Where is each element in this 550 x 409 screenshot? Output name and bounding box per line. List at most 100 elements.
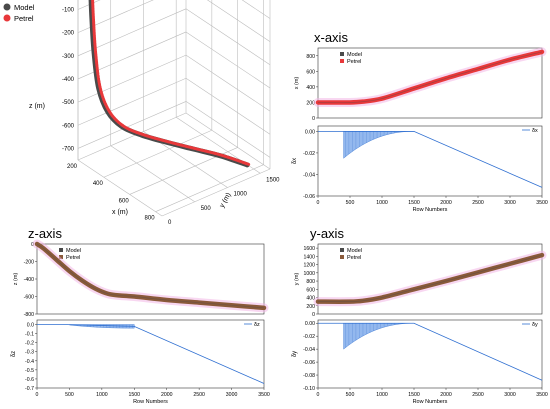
grid-line [77, 159, 163, 217]
model-trajectory [88, 0, 250, 168]
grid-line [185, 101, 271, 158]
x-tick-label: 2000 [440, 392, 452, 398]
x-tick-label: 3500 [536, 392, 548, 398]
plot-3d-trajectory [88, 0, 251, 168]
x-tick-label: 0 [317, 392, 320, 398]
error-plot-frame [36, 319, 265, 389]
model-line [317, 254, 543, 303]
z-tick-label: -300 [62, 54, 75, 60]
err-y-tick-label: 0.00 [305, 321, 315, 327]
x-tick-label: 200 [67, 164, 78, 170]
x-tick-label: 2500 [472, 392, 484, 398]
err-legend-label: δx [532, 128, 538, 134]
y-axis-label: x (m) [294, 77, 300, 90]
plot-3d-ylabel: y (m) [219, 192, 233, 209]
z-tick-label: -200 [62, 31, 75, 37]
grid-line [77, 77, 187, 126]
err-line [37, 324, 265, 384]
err-y-tick-label: -0.04 [303, 347, 315, 353]
legend-petrel-marker [340, 59, 344, 63]
grid-line [77, 54, 187, 103]
err-band [343, 323, 415, 350]
legend-petrel-label: Petrel [347, 59, 361, 65]
model-line [317, 51, 543, 103]
x-tick-label: 1000 [96, 392, 108, 398]
grid-line [77, 101, 187, 149]
plot-3d-xlabel: x (m) [112, 209, 128, 216]
top-plot-frame [317, 243, 543, 315]
legend-petrel-marker [3, 14, 11, 22]
y-tick-label: 400 [306, 85, 315, 91]
x-axis-label: Row Numbers [413, 399, 448, 405]
plot-3d-ticks: 0 -100 -200 -300 -400 -500 -600 -700 200 400 600 80… [62, 7, 280, 226]
grid-line [185, 112, 271, 170]
z-tick-label: -400 [62, 77, 75, 83]
x-tick-label: 500 [65, 392, 74, 398]
y-tick-label: 500 [201, 206, 212, 212]
z-tick-label: -700 [62, 146, 75, 152]
x-tick-label: 2000 [161, 392, 173, 398]
x-tick-label: 3500 [258, 392, 270, 398]
legend-model-marker [340, 52, 344, 56]
x-tick-label: 1500 [408, 392, 420, 398]
x-tick-label: 1500 [129, 392, 141, 398]
grid-line [103, 129, 212, 178]
model-line [36, 243, 265, 309]
err-line [318, 322, 543, 381]
err-y-tick-label: -0.08 [303, 373, 315, 379]
err-y-tick-label: -0.04 [303, 172, 315, 178]
y-tick-label: 600 [306, 69, 315, 75]
y-tick-label: 1600 [303, 246, 315, 252]
legend-petrel-marker [340, 255, 344, 259]
err-y-tick-label: -0.7 [25, 386, 34, 392]
y-tick-label: 1200 [303, 263, 315, 269]
x-tick-label: 2500 [472, 200, 484, 206]
legend-model-marker [59, 248, 63, 252]
err-axis-label: δx [292, 158, 298, 164]
y-axis-label: y (m) [294, 273, 300, 286]
err-y-tick-label: 0.0 [27, 323, 34, 329]
x-tick-label: 3000 [504, 392, 516, 398]
err-legend-label: δy [532, 322, 538, 328]
petrel-trajectory [91, 0, 251, 166]
err-axis-label: δy [292, 351, 298, 357]
grid-line [161, 168, 271, 217]
panel-y-title: y-axis [310, 226, 344, 241]
legend-3d: Model Petrel [3, 3, 35, 23]
err-y-tick-label: -0.10 [303, 386, 315, 392]
y-tick-label: -200 [24, 260, 34, 266]
grid-line [185, 31, 271, 89]
legend-model-label: Model [66, 248, 81, 254]
y-tick-label: 600 [306, 287, 315, 293]
err-y-tick-label: -0.4 [25, 359, 34, 365]
err-axis-label: δz [11, 351, 17, 357]
grid-line [241, 0, 271, 19]
grid-line [110, 145, 195, 203]
panel-y-axis: y-axis 0 200 400 600 800 1000 1200 1400 1600 y (m… [292, 226, 548, 405]
y-tick-label: -400 [24, 277, 34, 283]
err-y-tick-label: -0.2 [25, 341, 34, 347]
x-tick-label: 800 [145, 216, 156, 222]
y-tick-label: -800 [24, 312, 34, 318]
z-tick-label: -500 [62, 100, 75, 106]
legend-petrel-label: Petrel [66, 255, 80, 261]
y-tick-label: 1000 [233, 192, 247, 198]
plot-3d: 0 -100 -200 -300 -400 -500 -600 -700 200 400 600 80… [29, 0, 280, 226]
y-tick-label: 200 [306, 100, 315, 106]
y-tick-label: 1500 [266, 177, 280, 183]
x-tick-label: 500 [346, 200, 355, 206]
panel-z-axis: z-axis 0 -200 -400 -600 -800 z (m) ModelPetrel… [11, 226, 270, 405]
y-tick-label: 1000 [303, 271, 315, 277]
x-tick-label: 2500 [193, 392, 205, 398]
err-y-tick-label: -0.1 [25, 332, 34, 338]
x-tick-label: 3000 [504, 200, 516, 206]
err-line [318, 130, 543, 188]
legend-petrel-marker [59, 255, 63, 259]
x-tick-label: 3500 [536, 200, 548, 206]
grid-line [77, 112, 187, 161]
x-tick-label: 500 [346, 392, 355, 398]
err-legend-label: δz [254, 322, 260, 328]
x-tick-label: 400 [93, 181, 104, 187]
